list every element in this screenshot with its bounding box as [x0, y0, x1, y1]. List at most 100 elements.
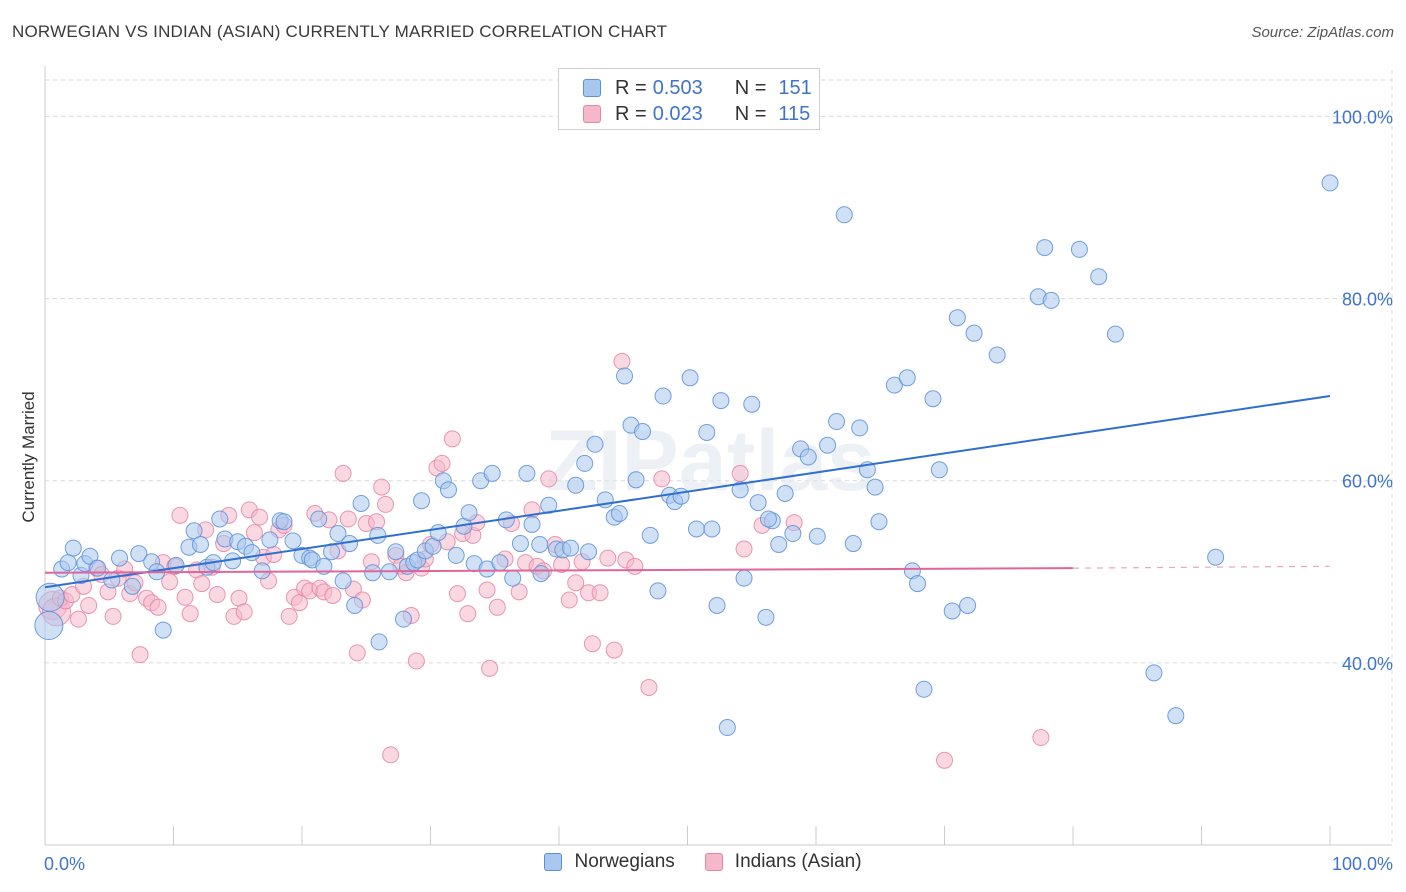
norwegians-point — [835, 206, 853, 224]
indians-point — [131, 646, 149, 664]
norwegians-point — [828, 413, 846, 431]
indians-point — [339, 510, 357, 528]
n-value: 151 — [778, 76, 812, 99]
norwegians-point — [799, 448, 817, 466]
x-tick-label: 100.0% — [1332, 854, 1393, 874]
norwegians-point — [731, 481, 749, 499]
norwegians-point — [776, 484, 794, 502]
norwegians-point — [1090, 268, 1108, 286]
y-axis-label: Currently Married — [19, 391, 38, 522]
norwegians-point — [154, 621, 172, 639]
norwegians-point — [369, 526, 387, 544]
norwegians-point — [743, 395, 761, 413]
norwegians-point — [531, 535, 549, 553]
norwegians-point — [930, 461, 948, 479]
indians-point — [69, 610, 87, 628]
norwegians-point — [284, 532, 302, 550]
grid-layer — [45, 70, 1393, 845]
norwegians-point — [844, 535, 862, 553]
norwegians-point — [749, 494, 767, 512]
indians-point — [735, 540, 753, 558]
norwegians-point — [770, 535, 788, 553]
norwegians-point — [959, 596, 977, 614]
indians-point — [251, 508, 269, 526]
norwegians-point — [898, 369, 916, 387]
indians-point — [433, 454, 451, 472]
norwegians-point — [1036, 239, 1054, 257]
indians-point — [235, 603, 253, 621]
norwegians-point — [89, 559, 107, 577]
norwegians-point — [627, 471, 645, 489]
norwegians-point — [191, 535, 209, 553]
norwegians-point — [364, 564, 382, 582]
norwegians-point — [504, 569, 522, 587]
norwegians-point — [870, 513, 888, 531]
r-value: 0.503 — [652, 76, 703, 99]
indians-trend-line — [44, 567, 1074, 574]
norwegians-point — [681, 369, 699, 387]
norwegians-point — [1207, 548, 1225, 566]
norwegians-point — [167, 556, 185, 574]
norwegians-point — [511, 535, 529, 553]
norwegians-point — [35, 582, 65, 612]
norwegians-point — [59, 554, 77, 572]
norwegians-point — [641, 526, 659, 544]
indians-point — [448, 585, 466, 603]
legend-row-norwegians: R = 0.503 N = 151 — [583, 77, 812, 99]
indians-points — [38, 352, 1050, 769]
indians-point — [599, 549, 617, 567]
norwegians-point — [130, 545, 148, 563]
norwegians-point — [491, 554, 509, 572]
y-tick-label: 80.0% — [1342, 290, 1393, 310]
r-value: 0.023 — [652, 102, 703, 125]
norwegians-point — [275, 513, 293, 531]
indians-point — [373, 478, 391, 496]
norwegians-point — [708, 596, 726, 614]
indians-trend-extension — [1072, 565, 1331, 569]
indians-point — [149, 598, 167, 616]
norwegians-point — [988, 346, 1006, 364]
indians-point — [583, 635, 601, 653]
norwegians-point — [1042, 291, 1060, 309]
legend-item-norwegians[interactable]: Norwegians — [544, 851, 675, 873]
norwegians-point — [261, 531, 279, 549]
norwegians-point — [334, 572, 352, 590]
indians-point — [407, 652, 425, 670]
norwegians-point — [483, 464, 501, 482]
norwegians-point — [851, 419, 869, 437]
norwegians-point — [634, 423, 652, 441]
norwegians-point — [103, 571, 121, 589]
tick-labels: 40.0% 60.0% 80.0% 100.0% 0.0% 100.0% — [44, 107, 1393, 874]
indians-point — [161, 573, 179, 591]
indians-point — [605, 641, 623, 659]
norwegians-point — [185, 522, 203, 540]
norwegians-point — [329, 525, 347, 543]
axis-layer — [44, 66, 1392, 846]
indians-point — [510, 583, 528, 601]
norwegians-point — [81, 547, 99, 565]
indians-point — [176, 588, 194, 606]
blue-swatch-icon — [583, 79, 601, 97]
y-tick-label: 40.0% — [1342, 654, 1393, 674]
norwegians-point — [346, 596, 364, 614]
indians-point — [193, 575, 211, 593]
norwegians-point — [315, 557, 333, 575]
indians-point — [443, 430, 461, 448]
indians-point — [459, 605, 477, 623]
legend-label: Indians (Asian) — [734, 851, 862, 872]
norwegians-trend-line — [44, 395, 1331, 589]
chart-title: NORWEGIAN VS INDIAN (ASIAN) CURRENTLY MA… — [12, 22, 668, 41]
norwegians-point — [576, 454, 594, 472]
norwegians-point — [567, 476, 585, 494]
norwegians-point — [735, 569, 753, 587]
norwegians-point — [698, 423, 716, 441]
norwegians-point — [447, 546, 465, 564]
norwegians-point — [34, 611, 64, 641]
norwegians-point — [943, 602, 961, 620]
blue-swatch-icon — [544, 853, 563, 871]
indians-point — [245, 524, 263, 542]
norwegians-point — [211, 510, 229, 528]
legend-item-indians[interactable]: Indians (Asian) — [704, 851, 862, 873]
norwegians-point — [580, 543, 598, 561]
norwegians-point — [703, 520, 721, 538]
